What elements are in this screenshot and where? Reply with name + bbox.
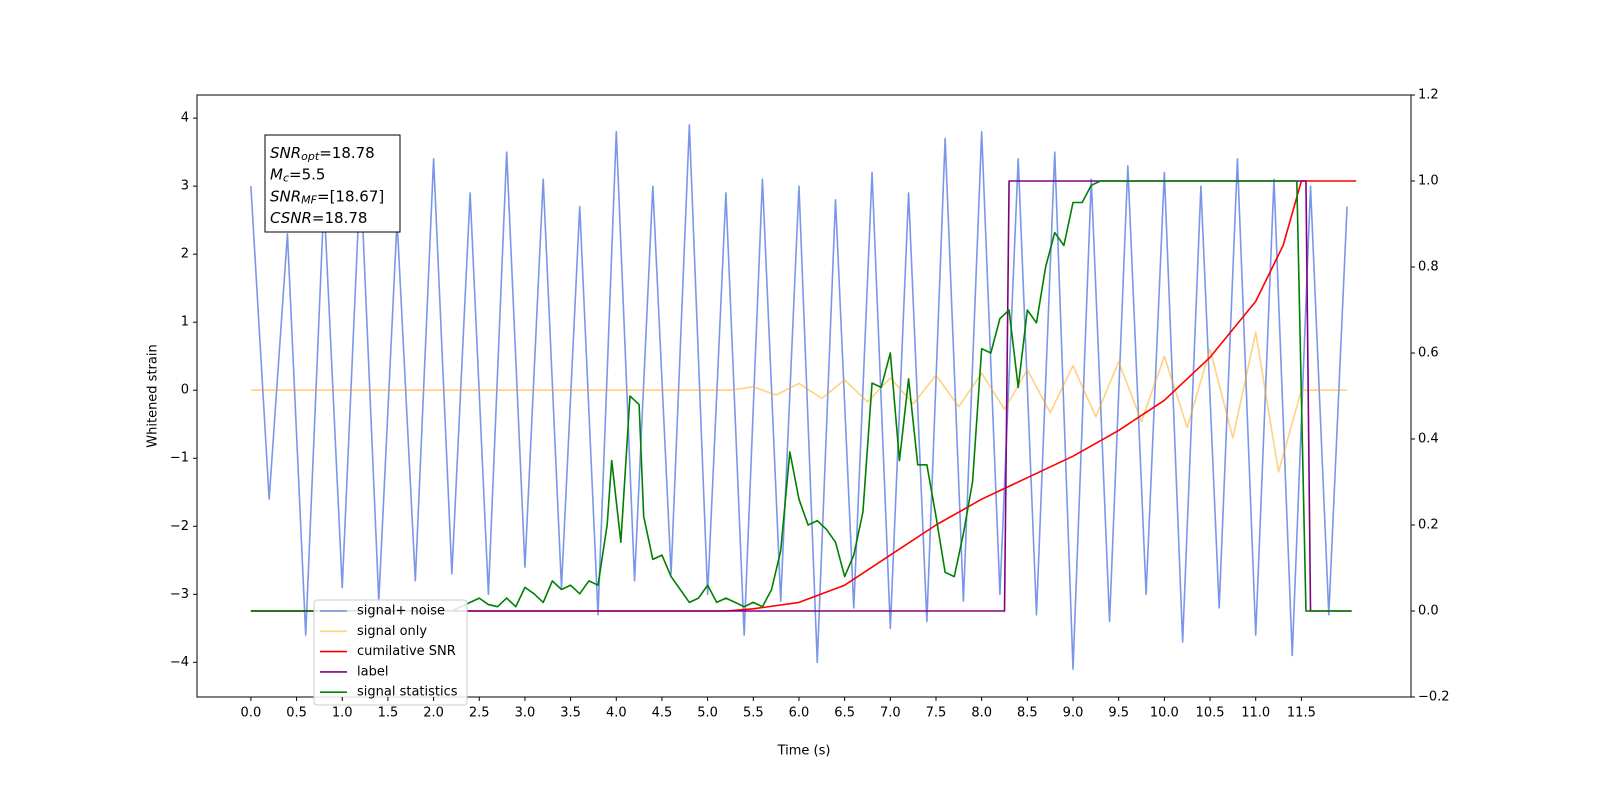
annotation-value: =5.5: [289, 165, 325, 183]
x-tick-label: 6.0: [789, 706, 810, 721]
x-tick-label: 5.0: [697, 706, 718, 721]
x-tick-label: 2.5: [469, 706, 490, 721]
x-axis-label: Time (s): [777, 744, 831, 759]
series-line: [250, 180, 1357, 612]
legend-label: signal only: [357, 624, 427, 639]
y2-tick-label: 1.0: [1418, 174, 1439, 189]
series-line: [250, 331, 1348, 473]
y2-tick-label: 0.6: [1418, 346, 1439, 361]
x-tick-label: 11.0: [1241, 706, 1270, 721]
x-tick-label: 4.5: [652, 706, 673, 721]
legend: signal+ noise signal only cumilative SNR la…: [313, 599, 468, 706]
annotation-value: =[18.67]: [317, 187, 384, 205]
y2-tick-label: 0.0: [1418, 604, 1439, 619]
y2-tick-label: −0.2: [1418, 690, 1450, 705]
annotation-value: =18.78: [312, 209, 368, 227]
annotation-symbol: CSNR: [270, 209, 312, 227]
x-tick-label: 10.5: [1196, 706, 1225, 721]
y-tick-label: −1: [170, 451, 189, 466]
x-tick-label: 7.5: [926, 706, 947, 721]
y-tick-label: −3: [170, 587, 189, 602]
x-tick-label: 7.0: [880, 706, 901, 721]
x-tick-label: 8.0: [971, 706, 992, 721]
x-tick-label: 6.5: [834, 706, 855, 721]
x-tick-label: 5.5: [743, 706, 764, 721]
x-tick-label: 1.0: [332, 706, 353, 721]
y-axis-label: Whitened strain: [146, 344, 161, 447]
y-tick-label: 4: [181, 111, 189, 126]
annotation-subscript: c: [283, 172, 289, 185]
plot-area: [250, 124, 1357, 670]
x-tick-label: 1.5: [378, 706, 399, 721]
annotation-symbol: SNR: [270, 144, 301, 162]
annotation-symbol: SNR: [270, 187, 301, 205]
annotation-box: SNRopt=18.78Mc=5.5SNRMF=[18.67]CSNR=18.7…: [264, 134, 401, 233]
y2-tick-label: 0.2: [1418, 518, 1439, 533]
annotation-frame: [264, 134, 401, 233]
x-tick-label: 2.0: [423, 706, 444, 721]
x-tick-label: 0.5: [286, 706, 307, 721]
annotation-subscript: opt: [301, 150, 320, 163]
x-tick-label: 9.0: [1063, 706, 1084, 721]
y-tick-label: −2: [170, 519, 189, 534]
axes-frame: [196, 94, 1412, 698]
annotation-symbol: M: [270, 165, 283, 183]
annotation-line: CSNR=18.78: [270, 209, 367, 227]
legend-frame: [313, 599, 468, 706]
annotation-line: Mc=5.5: [270, 165, 325, 185]
x-tick-label: 8.5: [1017, 706, 1038, 721]
y-tick-label: 0: [181, 383, 189, 398]
y-tick-label: 2: [181, 247, 189, 262]
series-line: [250, 124, 1348, 670]
y2-tick-label: 0.4: [1418, 432, 1439, 447]
y-tick-label: −4: [170, 655, 189, 670]
annotation-line: SNRopt=18.78: [270, 144, 375, 164]
series-line: [250, 180, 1352, 612]
legend-label: signal statistics: [357, 685, 458, 700]
legend-label: label: [357, 664, 388, 679]
y-tick-label: 1: [181, 315, 189, 330]
annotation-subscript: MF: [301, 193, 317, 206]
annotation-line: SNRMF=[18.67]: [270, 187, 384, 207]
y2-tick-label: 1.2: [1418, 88, 1439, 103]
annotation-value: =18.78: [319, 144, 375, 162]
x-tick-label: 9.5: [1108, 706, 1129, 721]
legend-label: signal+ noise: [357, 604, 445, 619]
x-tick-label: 10.0: [1150, 706, 1179, 721]
x-tick-label: 3.5: [560, 706, 581, 721]
y2-tick-label: 0.8: [1418, 260, 1439, 275]
x-tick-label: 4.0: [606, 706, 627, 721]
y-tick-label: 3: [181, 179, 189, 194]
legend-label: cumilative SNR: [357, 644, 456, 659]
x-tick-label: 0.0: [241, 706, 262, 721]
x-tick-label: 3.0: [515, 706, 536, 721]
x-tick-label: 11.5: [1287, 706, 1316, 721]
